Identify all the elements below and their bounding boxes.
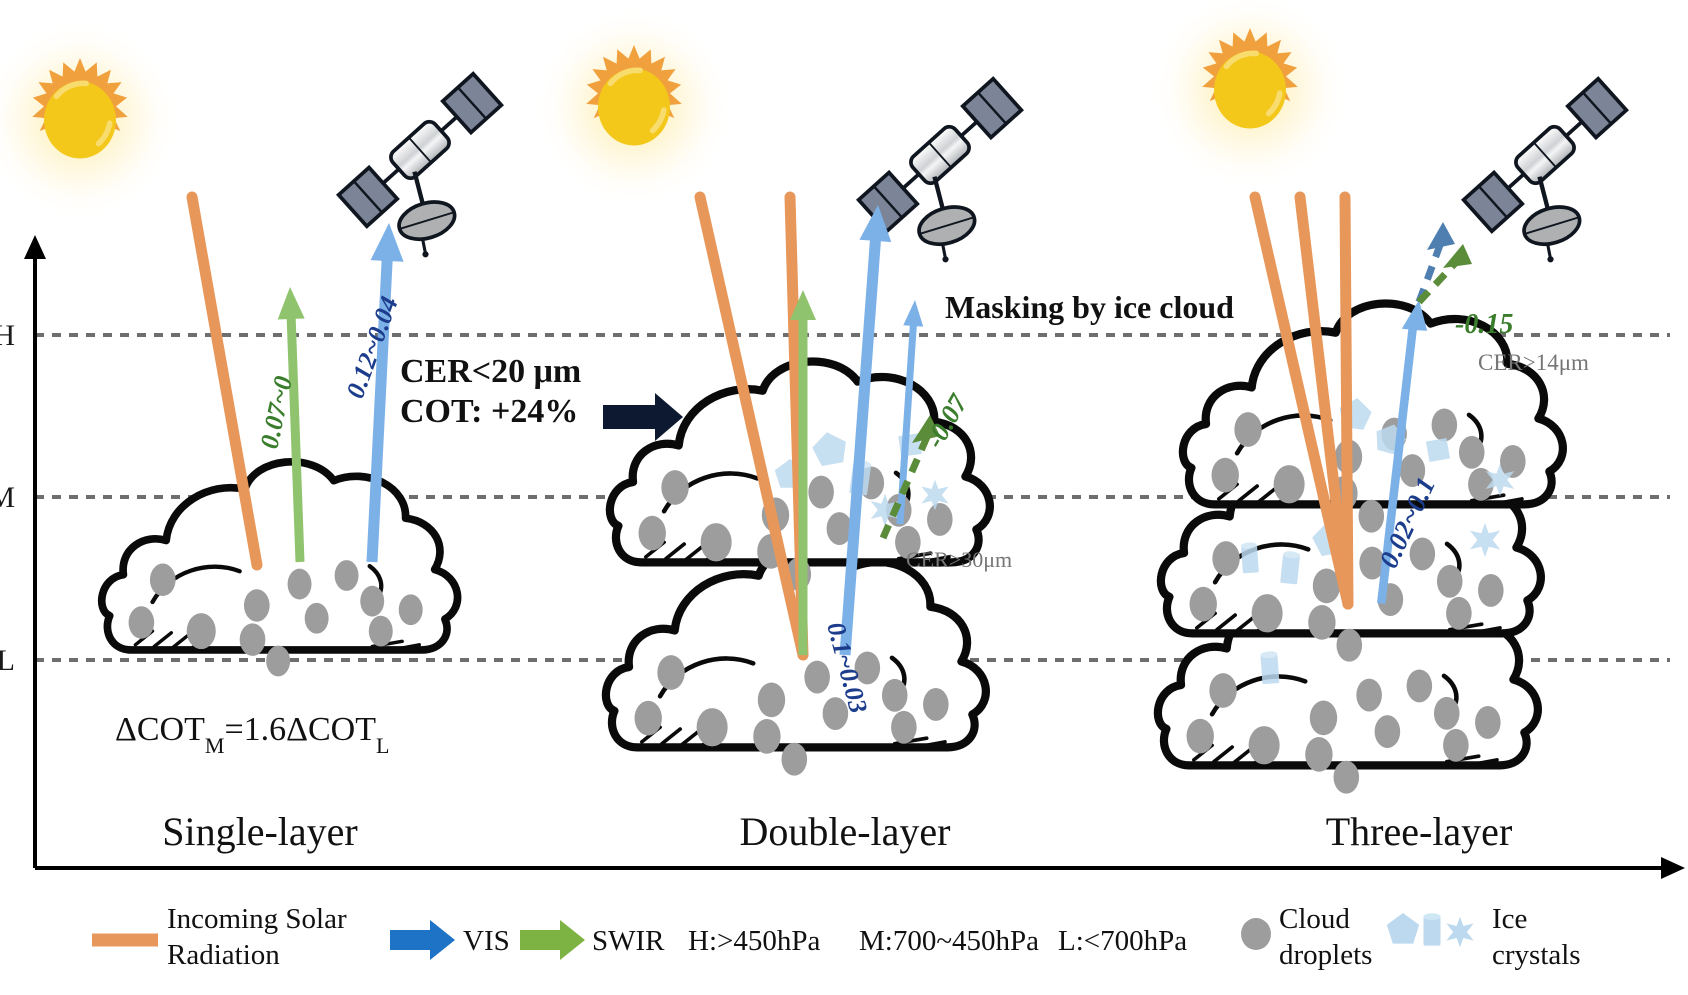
svg-text:M:700~450hPa: M:700~450hPa [859,925,1039,957]
svg-text:-0.15: -0.15 [1455,309,1513,340]
svg-text:droplets: droplets [1279,939,1372,971]
svg-text:crystals: crystals [1492,939,1581,971]
svg-text:CER<20 μm: CER<20 μm [400,353,581,390]
svg-text:Three-layer: Three-layer [1326,809,1513,854]
svg-text:CER>30μm: CER>30μm [906,547,1012,572]
svg-text:L: L [0,644,15,677]
svg-text:ΔCOTM=1.6ΔCOTL: ΔCOTM=1.6ΔCOTL [115,711,389,758]
svg-text:H: H [0,319,15,352]
svg-text:Incoming Solar: Incoming Solar [167,903,347,935]
svg-text:Cloud: Cloud [1279,903,1350,935]
svg-text:M: M [0,481,15,514]
svg-text:Ice: Ice [1492,903,1527,935]
svg-text:H:>450hPa: H:>450hPa [688,925,820,957]
svg-text:L:<700hPa: L:<700hPa [1058,925,1187,957]
svg-text:Single-layer: Single-layer [162,809,358,854]
svg-text:Double-layer: Double-layer [739,809,950,854]
svg-text:VIS: VIS [463,925,510,957]
svg-text:SWIR: SWIR [592,925,665,957]
svg-text:0.12~0.04: 0.12~0.04 [340,293,403,402]
svg-text:COT: +24%: COT: +24% [400,393,578,430]
svg-text:Masking by ice cloud: Masking by ice cloud [945,289,1234,325]
svg-text:Radiation: Radiation [167,939,280,971]
svg-text:CER>14μm: CER>14μm [1478,350,1589,375]
